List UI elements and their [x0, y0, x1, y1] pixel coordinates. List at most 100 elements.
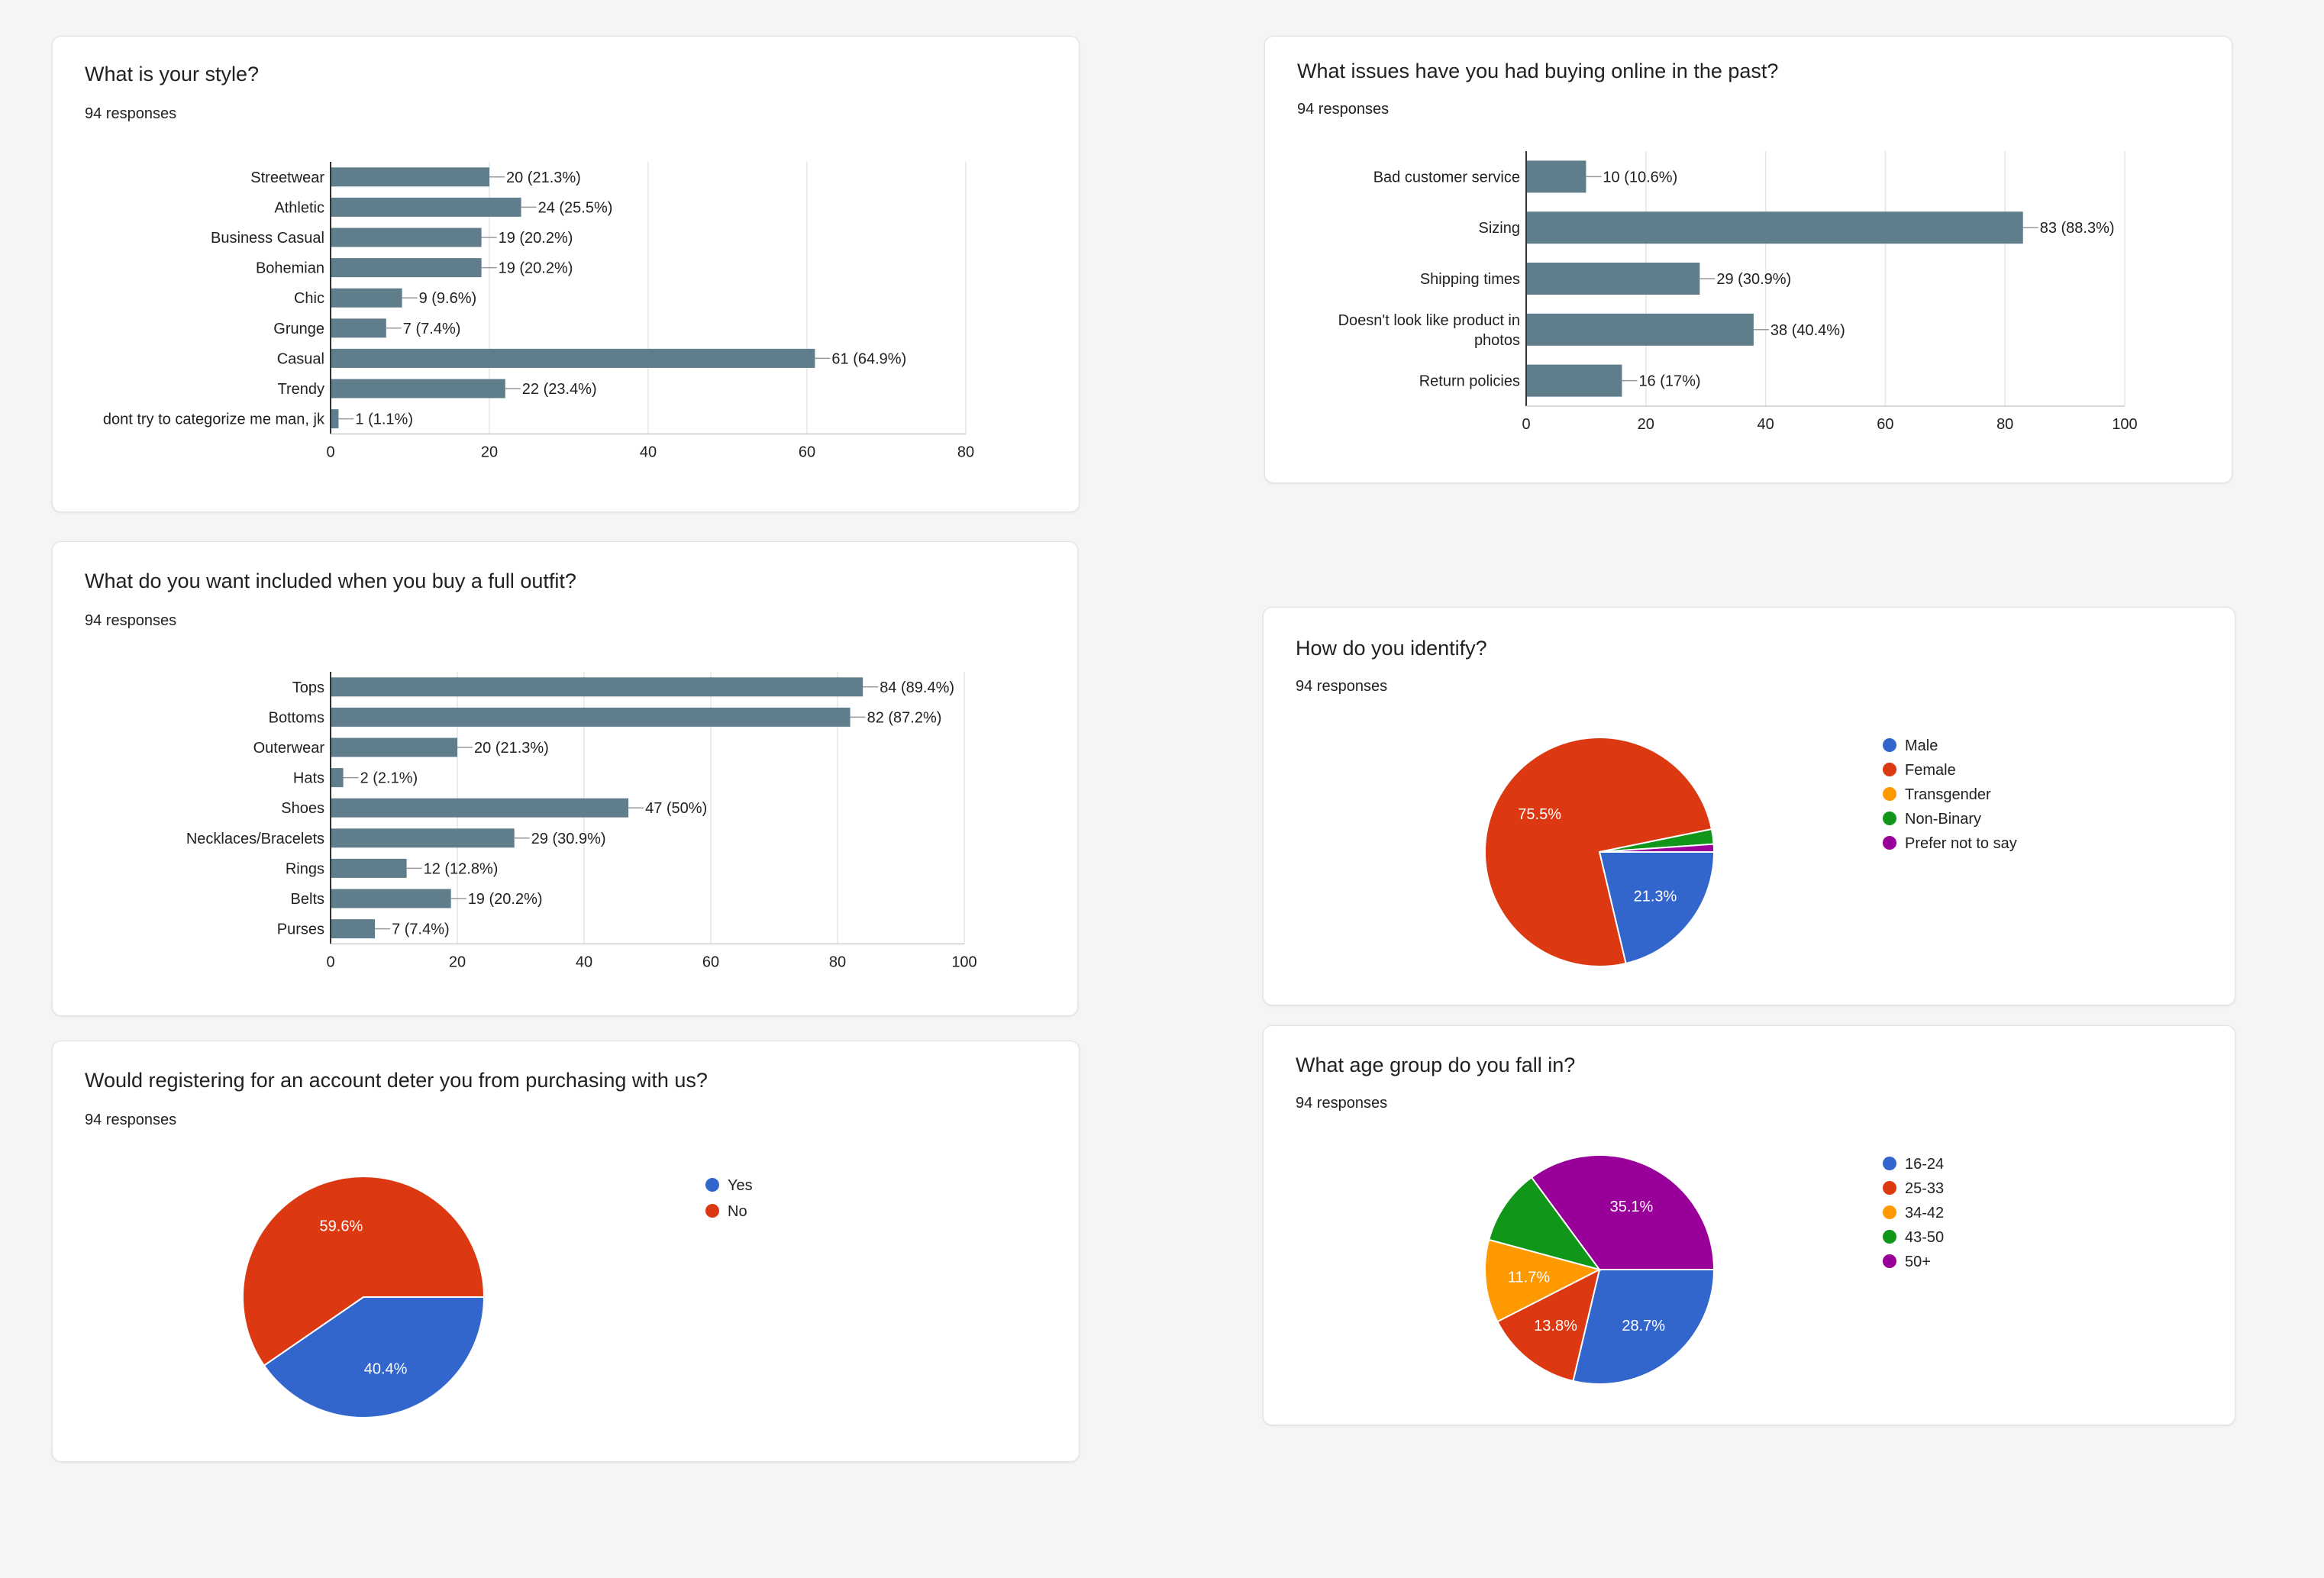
data-label: 7 (7.4%): [392, 921, 450, 938]
bar: [331, 409, 339, 429]
data-label: 16 (17%): [1638, 373, 1700, 390]
pie-slice: [1496, 1268, 1601, 1383]
category-label: Bad customer service: [1373, 169, 1520, 186]
category-label: Doesn't look like product in: [1338, 312, 1520, 329]
data-label: 19 (20.2%): [468, 891, 543, 908]
category-label: Business Casual: [211, 230, 324, 247]
x-tick-label: 80: [957, 444, 974, 460]
category-label: Belts: [291, 891, 324, 908]
legend-label: Non-Binary: [1905, 811, 1981, 828]
pie-slice: [1572, 1269, 1716, 1385]
x-tick-label: 60: [1877, 416, 1893, 433]
pie-slice: [1487, 1176, 1602, 1271]
category-label: Hats: [293, 770, 324, 787]
data-label: 22 (23.4%): [522, 381, 597, 398]
pie-slice: [1484, 737, 1713, 967]
bar: [331, 768, 344, 788]
legend-swatch: [1883, 1157, 1896, 1170]
x-tick-label: 80: [1996, 416, 2013, 433]
data-label: 84 (89.4%): [880, 679, 954, 696]
data-label: 7 (7.4%): [403, 321, 461, 337]
data-label: 38 (40.4%): [1770, 322, 1845, 339]
legend-label: 34-42: [1905, 1205, 1944, 1221]
pie-slice: [263, 1296, 486, 1418]
bar: [331, 919, 376, 939]
bar-chart-style: 0 20 40 60 80 20 (21.3%) Streetwear 24 (25.5%) A…: [103, 162, 974, 460]
x-tick-label: 0: [326, 954, 334, 970]
slice-label: 11.7%: [1508, 1270, 1550, 1286]
pie-slice: [1484, 1238, 1602, 1323]
response-count: 94 responses: [85, 105, 177, 122]
card-style-question: What is your style? 94 responses 0 20 40 60…: [52, 36, 1080, 512]
bar: [1526, 211, 2023, 244]
bar: [331, 197, 521, 217]
x-tick-label: 40: [1757, 416, 1774, 433]
bar: [331, 348, 815, 368]
category-label: Outerwear: [253, 740, 325, 757]
pie-chart-identify: 21.3% 75.5% Male Female Transgender Non-Binar…: [1484, 737, 2017, 967]
slice-label: 35.1%: [1610, 1199, 1654, 1215]
legend-label: 50+: [1905, 1254, 1931, 1270]
bar: [331, 798, 629, 818]
bar: [331, 737, 457, 757]
legend-label: 43-50: [1905, 1229, 1944, 1246]
data-label: 29 (30.9%): [531, 831, 606, 847]
legend-swatch: [1883, 787, 1896, 801]
bar: [331, 258, 482, 278]
legend-label: No: [728, 1203, 747, 1220]
x-tick-label: 40: [576, 954, 592, 970]
data-label: 1 (1.1%): [355, 411, 413, 428]
legend-swatch: [1883, 1181, 1896, 1195]
legend-label: 25-33: [1905, 1180, 1944, 1197]
x-tick-label: 60: [702, 954, 719, 970]
card-issues-question: What issues have you had buying online i…: [1264, 36, 2232, 483]
x-tick-label: 20: [449, 954, 466, 970]
category-label: Bohemian: [256, 260, 324, 277]
category-label: Shoes: [281, 800, 324, 817]
data-label: 19 (20.2%): [499, 230, 573, 247]
data-label: 47 (50%): [645, 800, 707, 817]
slice-label: 40.4%: [364, 1361, 408, 1378]
card-age-question: What age group do you fall in? 94 respon…: [1263, 1025, 2235, 1425]
pie-slice: [1598, 851, 1716, 965]
bar: [1526, 160, 1586, 193]
bar-chart-issues: 0 20 40 60 80 100 10 (10.6%) Bad customer servi…: [1338, 151, 2138, 433]
x-tick-label: 40: [640, 444, 657, 460]
bar: [1526, 313, 1754, 346]
category-label: Grunge: [273, 321, 324, 337]
category-label: Purses: [277, 921, 324, 938]
slice-label: 28.7%: [1622, 1318, 1665, 1334]
data-label: 83 (88.3%): [2040, 220, 2115, 237]
question-title: What do you want included when you buy a…: [85, 570, 576, 592]
bar: [331, 677, 863, 697]
category-label: Streetwear: [250, 169, 324, 186]
x-tick-label: 0: [326, 444, 334, 460]
legend-swatch: [705, 1204, 719, 1218]
legend-label: Prefer not to say: [1905, 835, 2017, 852]
data-label: 20 (21.3%): [474, 740, 549, 757]
data-label: 10 (10.6%): [1603, 169, 1677, 186]
x-tick-label: 20: [1638, 416, 1654, 433]
data-label: 19 (20.2%): [499, 260, 573, 277]
category-label: Tops: [292, 679, 324, 696]
pie-slice: [1599, 843, 1716, 853]
bar: [331, 288, 402, 308]
slice-label: 21.3%: [1634, 889, 1677, 905]
bar: [331, 318, 386, 338]
bar: [331, 228, 482, 247]
legend-swatch: [1883, 763, 1896, 776]
response-count: 94 responses: [1296, 1095, 1388, 1112]
x-tick-label: 60: [799, 444, 815, 460]
data-label: 24 (25.5%): [538, 199, 613, 216]
legend-label: 16-24: [1905, 1156, 1944, 1173]
response-count: 94 responses: [85, 1112, 177, 1128]
category-label: Trendy: [277, 381, 324, 398]
pie-slice: [1530, 1154, 1716, 1270]
response-count: 94 responses: [85, 612, 177, 629]
card-outfit-question: What do you want included when you buy a…: [52, 541, 1078, 1016]
category-label: Necklaces/Bracelets: [186, 831, 324, 847]
question-title: Would registering for an account deter y…: [85, 1069, 708, 1092]
question-title: What issues have you had buying online i…: [1297, 60, 1779, 82]
category-label: Casual: [277, 350, 324, 367]
legend-label: Male: [1905, 737, 1938, 754]
